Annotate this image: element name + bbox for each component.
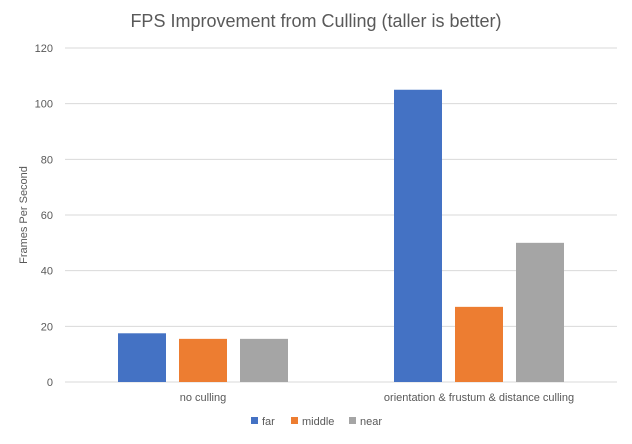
gridlines	[65, 47, 617, 383]
chart-title: FPS Improvement from Culling (taller is …	[130, 11, 501, 31]
x-tick-label: orientation & frustum & distance culling	[384, 392, 574, 404]
legend: far middle near	[251, 416, 382, 428]
bars	[118, 89, 564, 382]
y-tick-label: 0	[47, 377, 53, 389]
y-axis-ticks: 0 20 40 60 80 100 120	[35, 43, 53, 389]
bar-near	[240, 338, 288, 382]
legend-label-near: near	[360, 416, 382, 428]
y-tick-label: 120	[35, 43, 53, 55]
legend-swatch-near	[349, 417, 356, 424]
x-tick-label: no culling	[180, 392, 226, 404]
y-tick-label: 100	[35, 99, 53, 111]
legend-label-far: far	[262, 416, 275, 428]
x-axis-ticks: no culling orientation & frustum & distan…	[180, 392, 574, 404]
y-tick-label: 80	[41, 154, 53, 166]
bar-far	[118, 333, 166, 382]
y-tick-label: 40	[41, 266, 53, 278]
y-axis-title: Frames Per Second	[18, 166, 30, 264]
bar-middle	[179, 338, 227, 382]
legend-label-middle: middle	[302, 416, 334, 428]
legend-swatch-far	[251, 417, 258, 424]
y-tick-label: 60	[41, 210, 53, 222]
bar-near	[516, 242, 564, 382]
bar-far	[394, 89, 442, 382]
bar-middle	[455, 306, 503, 382]
y-tick-label: 20	[41, 321, 53, 333]
legend-swatch-middle	[291, 417, 298, 424]
